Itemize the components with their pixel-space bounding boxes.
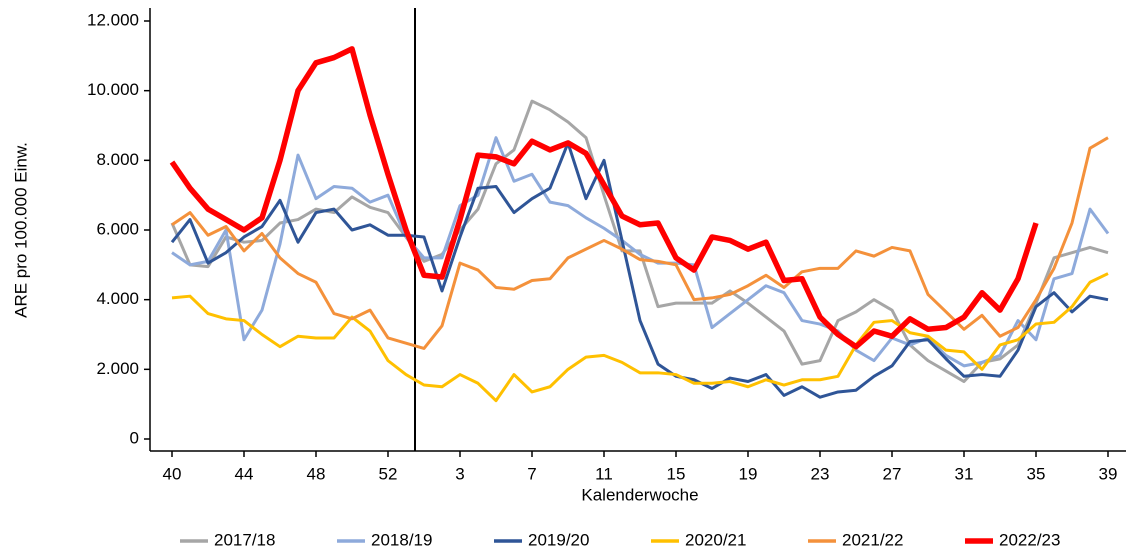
y-tick-label: 4.000 — [96, 289, 139, 308]
x-tick-label: 48 — [307, 464, 326, 483]
x-tick-label: 3 — [455, 464, 464, 483]
y-tick-label: 0 — [130, 428, 139, 447]
legend-label: 2020/21 — [685, 530, 746, 549]
y-axis-label: ARE pro 100.000 Einw. — [11, 142, 30, 318]
x-axis-label: Kalenderwoche — [581, 485, 698, 504]
series-line — [171, 136, 1110, 368]
x-tick-label: 15 — [667, 464, 686, 483]
x-tick-label: 35 — [1027, 464, 1046, 483]
series-line — [169, 46, 1039, 350]
legend-label: 2019/20 — [528, 530, 589, 549]
y-tick-label: 8.000 — [96, 150, 139, 169]
x-tick-label: 39 — [1099, 464, 1118, 483]
x-tick-label: 7 — [527, 464, 536, 483]
x-tick-label: 40 — [163, 464, 182, 483]
legend-label: 2018/19 — [371, 530, 432, 549]
legend-label: 2022/23 — [999, 530, 1060, 549]
legend-label: 2017/18 — [214, 530, 275, 549]
series-line — [171, 272, 1109, 403]
x-tick-label: 19 — [739, 464, 758, 483]
x-tick-label: 31 — [955, 464, 974, 483]
y-tick-label: 10.000 — [87, 80, 139, 99]
x-tick-label: 27 — [883, 464, 902, 483]
series-line — [170, 99, 1109, 384]
legend-label: 2021/22 — [842, 530, 903, 549]
series-line — [171, 136, 1109, 350]
y-tick-label: 6.000 — [96, 219, 139, 238]
x-tick-label: 52 — [379, 464, 398, 483]
y-tick-label: 12.000 — [87, 10, 139, 29]
x-tick-label: 23 — [811, 464, 830, 483]
x-tick-label: 44 — [235, 464, 254, 483]
x-tick-label: 11 — [595, 464, 613, 483]
series-line — [170, 141, 1109, 399]
y-tick-label: 2.000 — [96, 359, 139, 378]
